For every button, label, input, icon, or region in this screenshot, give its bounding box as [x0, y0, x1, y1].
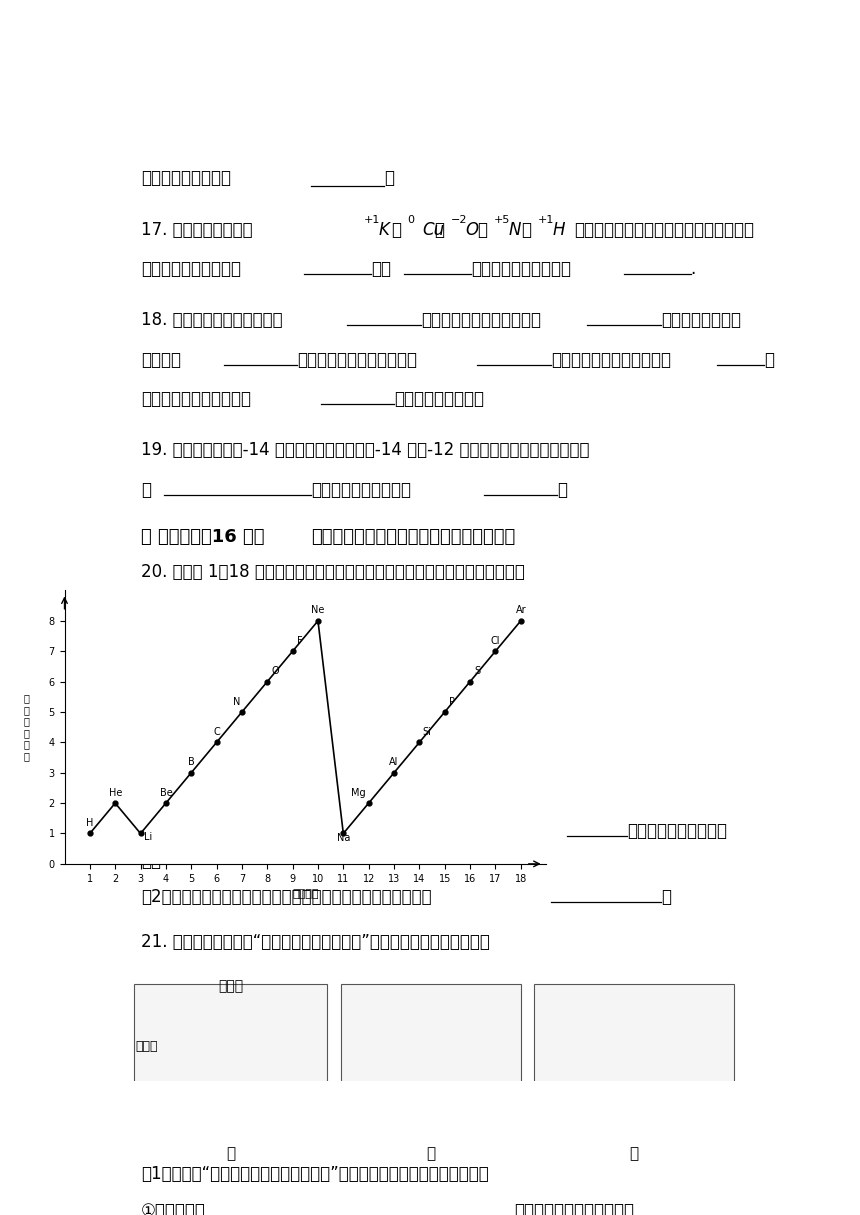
Text: 原子的最外层电子数相: 原子的最外层电子数相 — [628, 823, 728, 841]
Text: K: K — [378, 221, 390, 238]
Text: ，地核中含量最多: ，地核中含量最多 — [660, 311, 740, 329]
Text: 来判断通电螺线管的磁极。: 来判断通电螺线管的磁极。 — [514, 1202, 634, 1215]
Text: 。（均填元素符号）: 。（均填元素符号） — [394, 390, 484, 408]
Text: （1）在探究“通电螺线管外部磁场的方向”实验时，设计的电路如图甲所示。: （1）在探究“通电螺线管外部磁场的方向”实验时，设计的电路如图甲所示。 — [141, 1165, 488, 1182]
Text: 原子的核外电子数是: 原子的核外电子数是 — [141, 169, 230, 187]
Text: H: H — [86, 818, 94, 829]
Text: 的元素为: 的元素为 — [141, 351, 181, 368]
Text: ，太阳中含量最多的元素为: ，太阳中含量最多的元素为 — [298, 351, 417, 368]
Text: N: N — [509, 221, 521, 238]
Text: 0: 0 — [408, 215, 415, 225]
Text: 甲: 甲 — [226, 1146, 236, 1160]
Text: Li: Li — [144, 832, 152, 842]
Text: ，地壳中含量最多的元素为: ，地壳中含量最多的元素为 — [421, 311, 541, 329]
Text: 是: 是 — [141, 481, 150, 498]
Text: 19. 考古学上通过碳-14 原子测定文物年代。碳-14 和碳-12 原子在原子结构上的不同之处: 19. 考古学上通过碳-14 原子测定文物年代。碳-14 和碳-12 原子在原子… — [141, 441, 589, 459]
Text: ①可通过观察: ①可通过观察 — [141, 1202, 206, 1215]
X-axis label: 原子序数: 原子序数 — [292, 889, 318, 899]
Text: ；碱: ；碱 — [371, 260, 390, 278]
Text: 出物质的化学式：单质: 出物质的化学式：单质 — [141, 260, 241, 278]
Text: 、: 、 — [434, 221, 444, 238]
Text: 21. 下面是小明在探究“通电螺线管外部的磁场”时，设计的系列实验装置。: 21. 下面是小明在探究“通电螺线管外部的磁场”时，设计的系列实验装置。 — [141, 933, 489, 950]
Text: 17. 请从给定化合价的: 17. 请从给定化合价的 — [141, 221, 258, 238]
Text: 乙: 乙 — [427, 1146, 435, 1160]
Text: 18. 空气中含量最多的元素为: 18. 空气中含量最多的元素为 — [141, 311, 282, 329]
Text: Ar: Ar — [515, 605, 526, 616]
Text: 五种元素中，选择适当的元素，按要求写: 五种元素中，选择适当的元素，按要求写 — [574, 221, 754, 238]
Text: 小磁针: 小磁针 — [136, 1040, 158, 1053]
Text: O: O — [271, 666, 279, 677]
Text: +1: +1 — [538, 215, 554, 225]
Text: ；可作为复合肥料的盐: ；可作为复合肥料的盐 — [470, 260, 571, 278]
Text: +5: +5 — [494, 215, 511, 225]
Text: C: C — [213, 727, 220, 738]
Text: ；: ； — [764, 351, 774, 368]
Text: 、: 、 — [521, 221, 531, 238]
Text: Cl: Cl — [491, 635, 501, 646]
Text: Cu: Cu — [422, 221, 445, 238]
Text: Mg: Mg — [351, 787, 366, 798]
Text: 螺线管: 螺线管 — [218, 979, 243, 994]
Y-axis label: 最
外
层
电
子
数: 最 外 层 电 子 数 — [23, 694, 29, 761]
Text: （1）一个 Mg2+核外共有: （1）一个 Mg2+核外共有 — [141, 823, 286, 841]
Text: 同。: 同。 — [141, 852, 161, 870]
Text: Na: Na — [336, 832, 350, 843]
Text: F: F — [298, 635, 303, 646]
Text: B: B — [187, 757, 194, 768]
Text: P: P — [449, 696, 455, 707]
Bar — [341, 984, 521, 1138]
Text: −2: −2 — [451, 215, 467, 225]
Text: 。: 。 — [660, 888, 671, 905]
Text: Be: Be — [159, 787, 172, 798]
Bar — [534, 984, 734, 1138]
Text: Ne: Ne — [311, 605, 325, 616]
Text: 人体中含量最多的元素为: 人体中含量最多的元素为 — [141, 390, 251, 408]
Text: Al: Al — [390, 757, 399, 768]
Text: ，它们的原子质量比是: ，它们的原子质量比是 — [310, 481, 411, 498]
Text: （2）通过对该图的分析，你能发现哪些规律？请写出其中一个：: （2）通过对该图的分析，你能发现哪些规律？请写出其中一个： — [141, 888, 432, 905]
Text: ，海水中含量最多的元素为: ，海水中含量最多的元素为 — [550, 351, 671, 368]
Text: +1: +1 — [364, 215, 380, 225]
Text: 20. 如图是 1～18 号元素原子最外层电子数与原子核电荷数的关系图。试回答：: 20. 如图是 1～18 号元素原子最外层电子数与原子核电荷数的关系图。试回答： — [141, 563, 525, 581]
Text: 个电子；Cl - 的最外层电子数和: 个电子；Cl - 的最外层电子数和 — [371, 823, 523, 841]
Text: S: S — [475, 666, 481, 677]
Text: 三 、实验题（16 分）: 三 、实验题（16 分） — [141, 527, 264, 546]
Text: 把答案填在题中的横线上或按题目要求作答: 把答案填在题中的横线上或按题目要求作答 — [310, 527, 515, 546]
Text: N: N — [233, 696, 241, 707]
Text: O: O — [465, 221, 478, 238]
Text: 丙: 丙 — [630, 1146, 639, 1160]
Text: 、: 、 — [477, 221, 488, 238]
Text: Si: Si — [422, 727, 432, 738]
Text: 。: 。 — [384, 169, 394, 187]
Text: 、: 、 — [390, 221, 401, 238]
Text: H: H — [552, 221, 564, 238]
Bar — [134, 984, 328, 1138]
Text: He: He — [108, 787, 122, 798]
Text: 。: 。 — [557, 481, 568, 498]
Text: .: . — [691, 260, 696, 278]
